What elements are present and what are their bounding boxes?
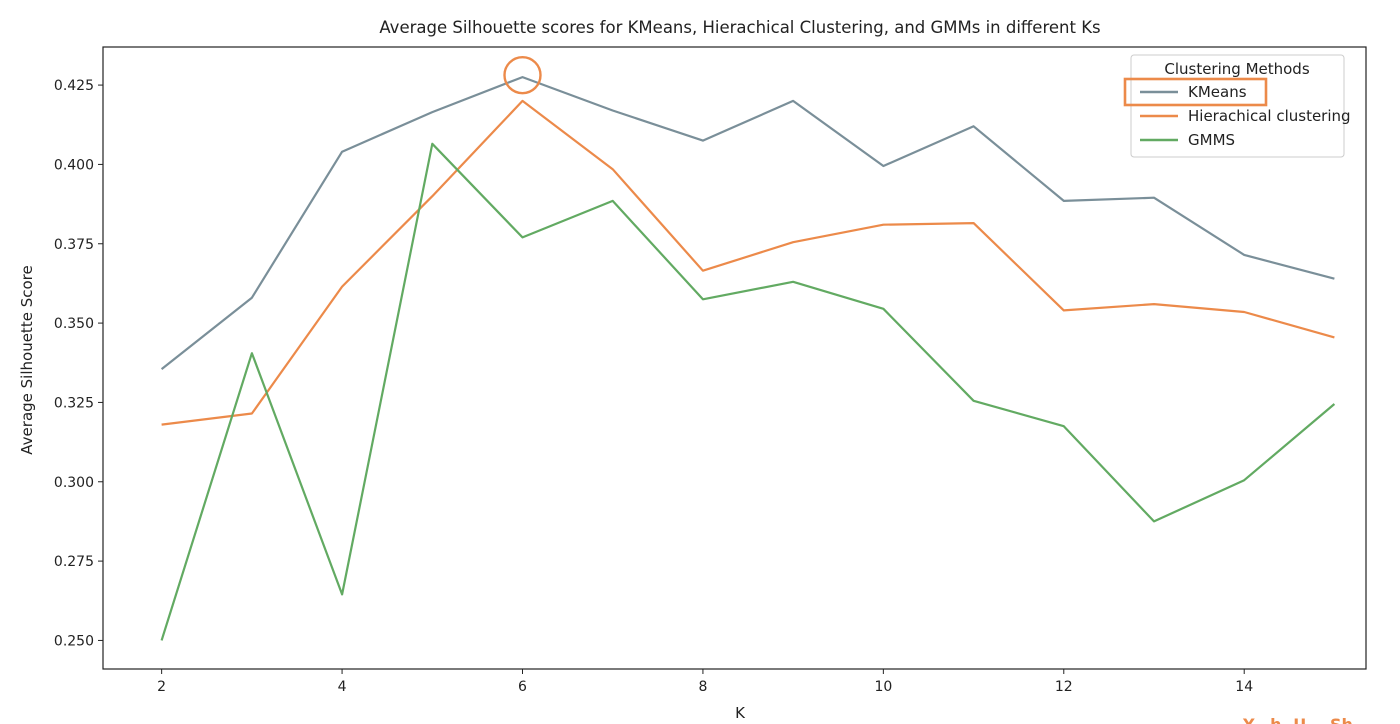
x-tick-label: 6 [518, 679, 527, 695]
x-tick-label: 2 [157, 679, 166, 695]
legend-entries: KMeans Hierachical clustering GMMS [1140, 83, 1351, 149]
series-line-gmms [160, 142, 1336, 641]
legend-title: Clustering Methods [1164, 60, 1309, 78]
legend-label-kmeans: KMeans [1188, 83, 1247, 101]
y-tick-label: 0.350 [54, 316, 94, 332]
y-tick-label: 0.325 [54, 395, 94, 411]
y-tick-label: 0.275 [54, 554, 94, 570]
series-line-kmeans [160, 75, 1335, 370]
legend-highlight-box [1123, 77, 1268, 107]
peak-highlight-circle [503, 55, 542, 95]
x-axis-ticks: 2 4 6 8 10 12 14 [157, 669, 1253, 695]
y-tick-label: 0.425 [54, 78, 94, 94]
x-axis-label: K [735, 704, 746, 722]
chart-title: Average Silhouette scores for KMeans, Hi… [379, 18, 1100, 37]
x-tick-label: 4 [338, 679, 347, 695]
series-lines [160, 75, 1336, 641]
x-tick-label: 10 [874, 679, 892, 695]
legend-label-hierachical-clustering: Hierachical clustering [1188, 107, 1351, 125]
series-line-hierachical-clustering [161, 99, 1335, 426]
legend: Clustering Methods KMeans Hierachical clu… [1123, 54, 1351, 158]
legend-label-gmms: GMMS [1188, 131, 1235, 149]
y-axis-label: Average Silhouette Score [18, 265, 36, 454]
x-tick-label: 14 [1235, 679, 1253, 695]
y-tick-label: 0.250 [54, 633, 94, 649]
y-axis-ticks: 0.250 0.275 0.300 0.325 0.350 0.375 0.400 0.425 [54, 78, 103, 649]
y-tick-label: 0.300 [54, 475, 94, 491]
x-tick-label: 8 [698, 679, 707, 695]
watermark-text: Y...h. U... Sh... [1242, 715, 1371, 724]
y-tick-label: 0.400 [54, 157, 94, 173]
y-tick-label: 0.375 [54, 237, 94, 253]
plot-frame [102, 46, 1367, 670]
x-tick-label: 12 [1055, 679, 1073, 695]
annotations [503, 55, 542, 95]
